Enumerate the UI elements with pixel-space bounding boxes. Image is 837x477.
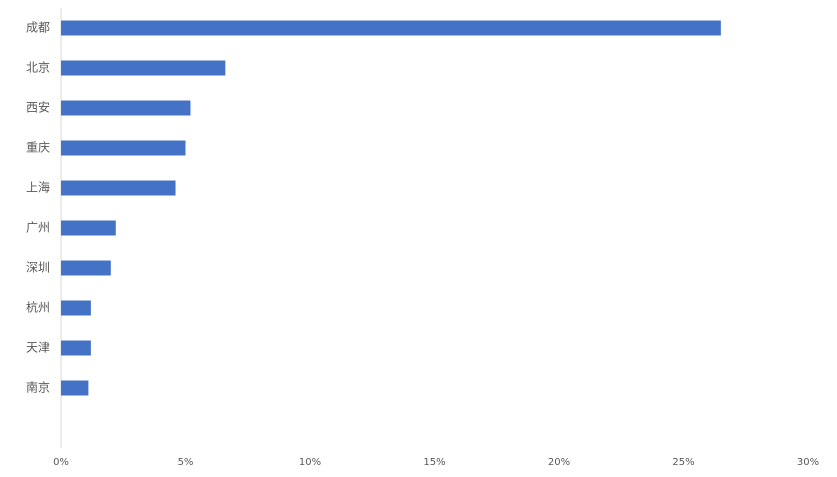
bar [61,380,89,396]
bar [61,140,186,156]
bar [61,220,116,236]
bar [61,180,176,196]
y-tick-label: 上海 [26,180,50,195]
y-tick-label: 西安 [26,100,50,115]
bar [61,60,226,76]
x-tick-label: 5% [178,457,194,468]
x-tick-label: 25% [672,457,694,468]
y-tick-label: 重庆 [26,141,50,155]
bar [61,340,91,356]
y-tick-label: 南京 [26,380,50,395]
y-tick-label: 成都 [26,21,50,35]
x-tick-label: 10% [299,457,321,468]
bar [61,300,91,316]
bar [61,20,721,36]
bar [61,100,191,116]
x-tick-label: 0% [53,457,69,468]
y-tick-label: 天津 [26,341,50,355]
y-tick-label: 广州 [26,221,50,235]
y-tick-label: 杭州 [26,300,50,315]
x-tick-label: 30% [797,457,819,468]
y-tick-label: 深圳 [26,261,50,275]
bar [61,260,111,276]
x-tick-label: 20% [548,457,570,468]
x-tick-label: 15% [423,457,445,468]
y-tick-label: 北京 [26,61,50,75]
